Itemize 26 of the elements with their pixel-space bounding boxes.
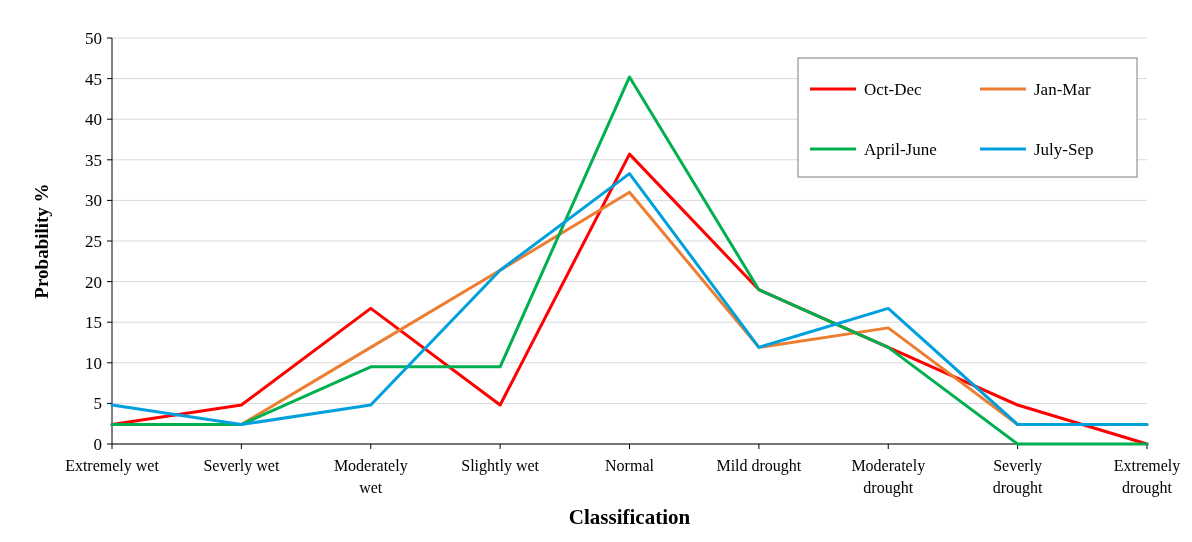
y-tick-label: 0 [93,434,102,454]
y-tick-label: 35 [85,150,102,170]
legend-label: April-June [864,139,937,159]
y-axis-title: Probability % [31,183,52,299]
x-tick-label: Severly drought [992,457,1044,497]
x-tick-label: Extremely wet [65,457,160,475]
x-tick-label: Moderately drought [851,457,926,497]
y-tick-label: 40 [85,110,102,130]
y-tick-label: 25 [85,231,102,251]
legend-label: Jan-Mar [1034,79,1091,99]
x-tick-label: Severly wet [203,457,280,475]
y-tick-label: 5 [93,394,102,414]
x-tick-label: Mild drought [716,457,802,475]
legend-label: Oct-Dec [864,79,923,99]
y-tick-label: 20 [85,272,102,292]
y-tick-label: 30 [85,191,102,211]
x-tick-label: Moderately wet [333,457,408,496]
legend-label: July-Sep [1034,139,1094,159]
y-tick-label: 50 [85,28,102,48]
y-tick-label: 45 [85,69,102,89]
y-tick-label: 10 [85,353,102,373]
x-tick-label: Slightly wet [461,457,540,475]
x-tick-label: Normal [605,457,655,474]
x-tick-label: Extremely drought [1113,457,1181,497]
x-axis-title: Classification [568,505,691,529]
y-tick-label: 15 [85,313,102,333]
